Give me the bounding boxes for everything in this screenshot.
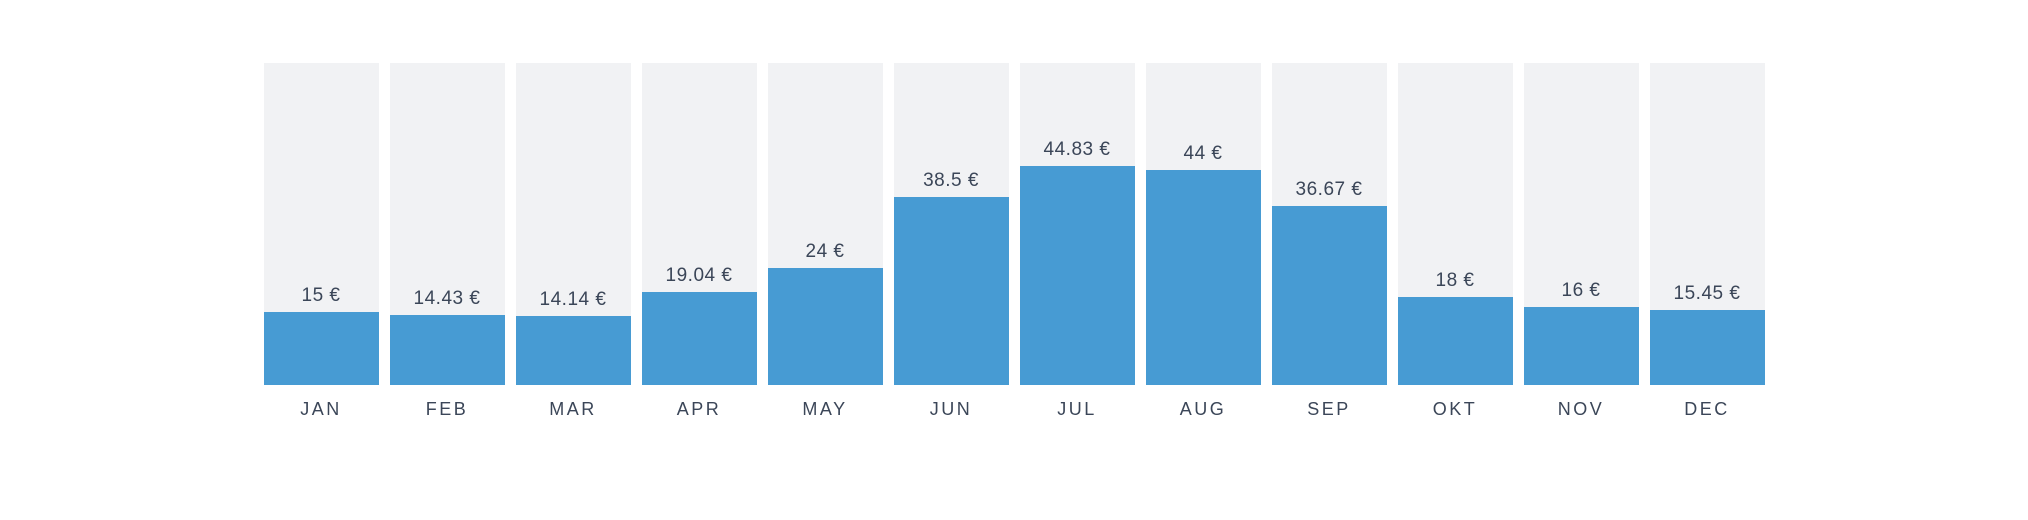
price-bar[interactable] <box>893 197 1009 385</box>
month-label: JUN <box>929 399 973 419</box>
month-label: NOV <box>1557 399 1605 419</box>
month-label: MAY <box>802 399 848 419</box>
bar-value-label: 18 € <box>1435 270 1475 291</box>
bar-value-label: 36.67 € <box>1295 179 1363 200</box>
bar-value-label: 14.43 € <box>413 288 481 309</box>
bar-value-label: 19.04 € <box>665 265 733 286</box>
price-bar[interactable] <box>1397 297 1513 385</box>
month-label: JAN <box>300 399 342 419</box>
month-label: DEC <box>1684 399 1730 419</box>
bar-value-label: 44 € <box>1183 143 1223 164</box>
bar-track: 15 € <box>263 63 379 385</box>
bar-track: 38.5 € <box>893 63 1009 385</box>
chart-column: 14.14 € MAR <box>515 63 631 420</box>
bar-track: 18 € <box>1397 63 1513 385</box>
month-label: SEP <box>1307 399 1351 419</box>
chart-column: 19.04 € APR <box>641 63 757 420</box>
chart-column: 24 € MAY <box>767 63 883 420</box>
bar-value-label: 14.14 € <box>539 289 607 310</box>
bar-value-label: 44.83 € <box>1043 139 1111 160</box>
price-bar[interactable] <box>1145 170 1261 385</box>
chart-column: 44 € AUG <box>1145 63 1261 420</box>
month-label: JUL <box>1057 399 1097 419</box>
chart-column: 15.45 € DEC <box>1649 63 1765 420</box>
bar-value-label: 24 € <box>805 241 845 262</box>
chart-column: 16 € NOV <box>1523 63 1639 420</box>
chart-column: 44.83 € JUL <box>1019 63 1135 420</box>
month-label: OKT <box>1432 399 1478 419</box>
price-bar[interactable] <box>1271 206 1387 385</box>
bar-value-label: 16 € <box>1561 280 1601 301</box>
bar-track: 19.04 € <box>641 63 757 385</box>
chart-column: 36.67 € SEP <box>1271 63 1387 420</box>
price-bar-chart: 15 € JAN 14.43 € FEB 14.14 € MAR 19.04 € APR 24 … <box>0 63 2028 420</box>
bar-value-label: 15 € <box>301 285 341 306</box>
price-bar[interactable] <box>641 292 757 385</box>
price-bar[interactable] <box>389 315 505 385</box>
bar-track: 15.45 € <box>1649 63 1765 385</box>
price-bar[interactable] <box>263 312 379 385</box>
bar-track: 14.43 € <box>389 63 505 385</box>
price-bar[interactable] <box>1019 166 1135 385</box>
price-bar[interactable] <box>1649 310 1765 385</box>
bar-track: 36.67 € <box>1271 63 1387 385</box>
chart-column: 15 € JAN <box>263 63 379 420</box>
price-bar[interactable] <box>515 316 631 385</box>
price-bar[interactable] <box>1523 307 1639 385</box>
bar-track: 16 € <box>1523 63 1639 385</box>
bar-track: 44 € <box>1145 63 1261 385</box>
chart-column: 38.5 € JUN <box>893 63 1009 420</box>
bar-track: 24 € <box>767 63 883 385</box>
chart-column: 18 € OKT <box>1397 63 1513 420</box>
chart-columns: 15 € JAN 14.43 € FEB 14.14 € MAR 19.04 € APR 24 … <box>263 63 1765 420</box>
bar-value-label: 38.5 € <box>923 170 979 191</box>
bar-track: 44.83 € <box>1019 63 1135 385</box>
month-label: FEB <box>425 399 469 419</box>
month-label: APR <box>676 399 722 419</box>
chart-column: 14.43 € FEB <box>389 63 505 420</box>
bar-track: 14.14 € <box>515 63 631 385</box>
month-label: MAR <box>549 399 597 419</box>
bar-value-label: 15.45 € <box>1673 283 1741 304</box>
month-label: AUG <box>1179 399 1227 419</box>
price-bar[interactable] <box>767 268 883 385</box>
